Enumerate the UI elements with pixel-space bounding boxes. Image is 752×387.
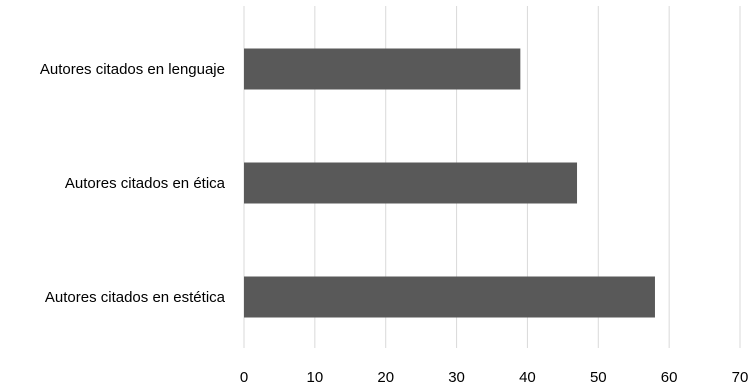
bar-1: [244, 162, 578, 204]
category-label-2: Autores citados en estética: [45, 289, 226, 306]
x-tick-label-0: 0: [240, 369, 248, 386]
category-labels: Autores citados en lenguaje Autores citad…: [40, 61, 226, 306]
x-tick-label-40: 40: [519, 369, 536, 386]
x-tick-label-30: 30: [448, 369, 465, 386]
bar-0: [244, 48, 521, 90]
category-label-0: Autores citados en lenguaje: [40, 61, 225, 78]
x-tick-label-70: 70: [732, 369, 749, 386]
x-tick-label-60: 60: [661, 369, 678, 386]
x-tick-label-50: 50: [590, 369, 607, 386]
x-tick-labels: 0 10 20 30 40 50 60 70: [240, 369, 749, 386]
category-label-1: Autores citados en ética: [65, 175, 226, 192]
x-tick-label-10: 10: [307, 369, 324, 386]
bar-2: [244, 276, 655, 318]
bars: [244, 48, 655, 318]
x-tick-label-20: 20: [377, 369, 394, 386]
